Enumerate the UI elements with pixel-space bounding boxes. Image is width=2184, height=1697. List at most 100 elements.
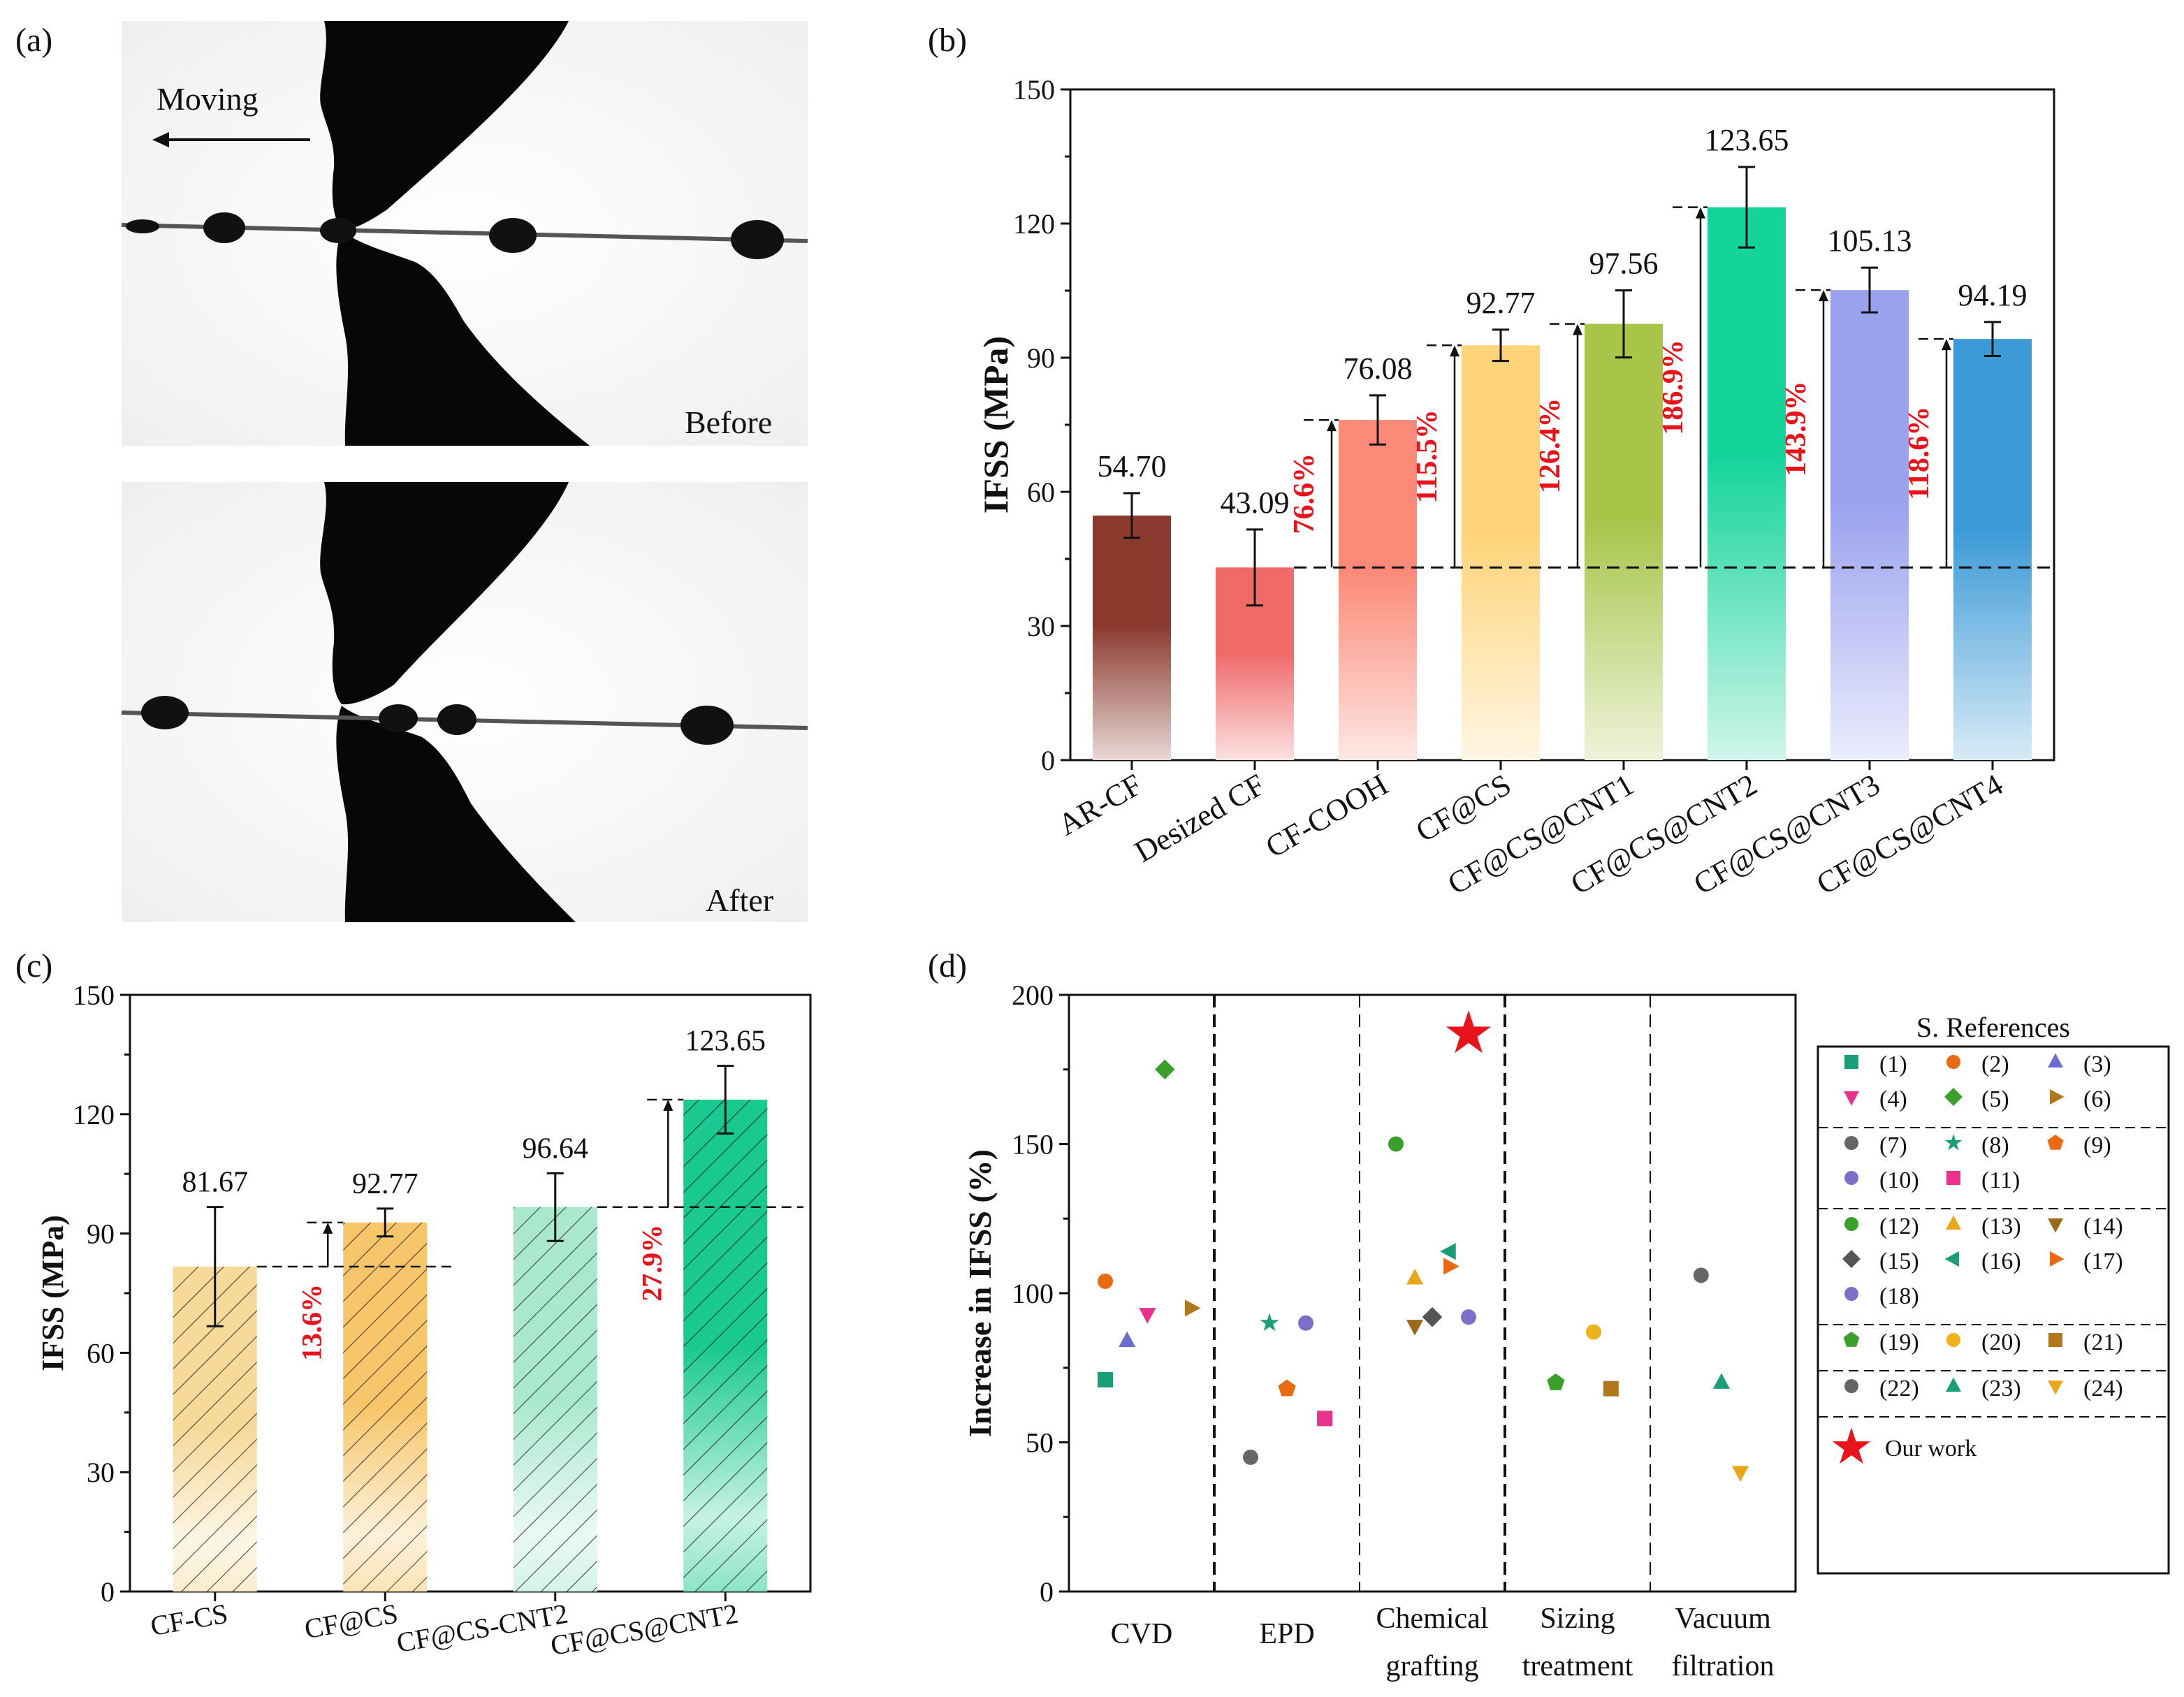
panel-label-d: (d) <box>928 947 967 984</box>
group-label: treatment <box>1522 1650 1633 1682</box>
y-axis-label: IFSS (MPa) <box>36 1215 70 1371</box>
group-label: Chemical <box>1376 1603 1489 1635</box>
legend-label: (5) <box>1981 1086 2009 1112</box>
data-point-11 <box>1317 1411 1333 1427</box>
legend-marker <box>1946 1055 1960 1069</box>
our-work-point <box>1446 1010 1492 1054</box>
micrograph-after-image <box>122 482 808 922</box>
x-tick-label: CF@CS@CNT1 <box>1442 767 1640 901</box>
y-tick-label: 0 <box>1041 745 1055 776</box>
legend-title: S. References <box>1916 1012 2070 1043</box>
y-axis-label: IFSS (MPa) <box>976 336 1015 514</box>
legend-label: (13) <box>1981 1214 2021 1239</box>
legend-marker <box>2048 1381 2063 1395</box>
data-point-2 <box>1098 1273 1113 1289</box>
increase-label: 118.6% <box>1903 407 1935 500</box>
bar-5 <box>1708 207 1786 760</box>
increase-arrow-head <box>1819 290 1828 302</box>
value-label: 43.09 <box>1221 486 1290 520</box>
increase-label: 186.9% <box>1657 340 1689 435</box>
value-label: 123.65 <box>685 1026 766 1058</box>
legend-marker <box>1946 1333 1960 1347</box>
x-tick-label: CF@CS@CNT4 <box>1811 767 2009 901</box>
value-label: 105.13 <box>1828 224 1912 258</box>
data-point-15 <box>1422 1306 1443 1327</box>
data-point-3 <box>1119 1331 1136 1348</box>
y-tick-label: 200 <box>1012 979 1054 1011</box>
legend-label: (17) <box>2083 1248 2123 1274</box>
legend-marker <box>1944 1088 1963 1106</box>
increase-label: 143.9% <box>1780 381 1812 476</box>
bar-2 <box>513 1207 597 1592</box>
y-tick-label: 150 <box>1013 74 1055 105</box>
legend-marker <box>1844 1136 1858 1150</box>
legend-our-work-marker <box>1832 1427 1871 1464</box>
increase-arrow-head <box>1450 345 1459 357</box>
moving-label: Moving <box>156 81 259 117</box>
value-label: 94.19 <box>1958 278 2028 312</box>
legend-label: (19) <box>1879 1330 1919 1355</box>
bar-3 <box>1462 345 1540 761</box>
data-point-20 <box>1585 1324 1601 1340</box>
plot-frame <box>1068 993 1797 1593</box>
data-point-6 <box>1184 1299 1201 1317</box>
group-label: EPD <box>1259 1618 1314 1650</box>
y-tick-label: 90 <box>87 1218 115 1250</box>
x-tick-label: CF-CS <box>148 1598 230 1643</box>
legend-marker <box>2048 1053 2063 1068</box>
legend-marker <box>1843 1332 1860 1347</box>
legend-label: (4) <box>1879 1086 1907 1112</box>
micrograph-after: After <box>122 482 808 922</box>
increase-arrow-head <box>1573 323 1582 335</box>
data-point-13 <box>1406 1268 1424 1285</box>
legend-marker <box>1946 1171 1960 1185</box>
legend-marker <box>1842 1250 1861 1268</box>
bar-2 <box>1339 420 1417 760</box>
legend-marker <box>1844 1091 1859 1106</box>
plot-frame <box>1069 88 2055 762</box>
value-label: 123.65 <box>1705 123 1789 157</box>
legend-label: (11) <box>1981 1167 2020 1193</box>
increase-arrow-head <box>663 1100 674 1112</box>
bar-hatch-0 <box>173 1267 257 1592</box>
group-label: Sizing <box>1540 1603 1615 1635</box>
increase-label: 115.5% <box>1411 409 1443 503</box>
legend-label: (23) <box>1981 1376 2021 1401</box>
y-tick-label: 0 <box>101 1576 115 1608</box>
legend-label: (16) <box>1981 1248 2021 1274</box>
x-tick-label: AR-CF <box>1052 767 1148 842</box>
legend-label: (21) <box>2083 1330 2123 1355</box>
after-label: After <box>706 882 774 918</box>
micrograph-before: Moving Before <box>122 21 808 446</box>
bar-1 <box>343 1222 428 1592</box>
x-tick-label: CF@CS@CNT3 <box>1688 767 1886 901</box>
legend-label: (24) <box>2083 1376 2123 1401</box>
y-tick-label: 60 <box>1027 476 1055 508</box>
bar-1 <box>1216 567 1294 760</box>
data-point-8 <box>1260 1313 1279 1332</box>
x-tick-label: CF@CS <box>302 1598 400 1645</box>
x-tick-label: CF@CS <box>1410 767 1517 849</box>
x-tick-label: CF@CS@CNT2 <box>548 1598 741 1661</box>
value-label: 54.70 <box>1098 449 1167 483</box>
data-point-10 <box>1298 1315 1314 1331</box>
before-label: Before <box>685 405 773 440</box>
data-point-24 <box>1731 1466 1749 1482</box>
legend-box <box>1817 1045 2170 1575</box>
data-point-14 <box>1406 1320 1424 1336</box>
data-point-4 <box>1139 1308 1156 1324</box>
data-point-7 <box>1243 1449 1258 1465</box>
plot-frame <box>129 993 812 1593</box>
group-label: Vacuum <box>1675 1603 1771 1635</box>
value-label: 81.67 <box>182 1167 249 1199</box>
legend-label: (8) <box>1981 1132 2009 1158</box>
y-tick-label: 90 <box>1027 342 1055 374</box>
legend-marker <box>1844 1217 1858 1231</box>
legend-label: (6) <box>2083 1086 2111 1112</box>
panel-label-a: (a) <box>15 22 53 59</box>
data-point-18 <box>1461 1309 1476 1325</box>
data-point-17 <box>1443 1258 1459 1275</box>
panel-label-b: (b) <box>928 22 967 59</box>
legend-label: (15) <box>1879 1248 1919 1274</box>
increase-arrow-head <box>1696 207 1705 219</box>
